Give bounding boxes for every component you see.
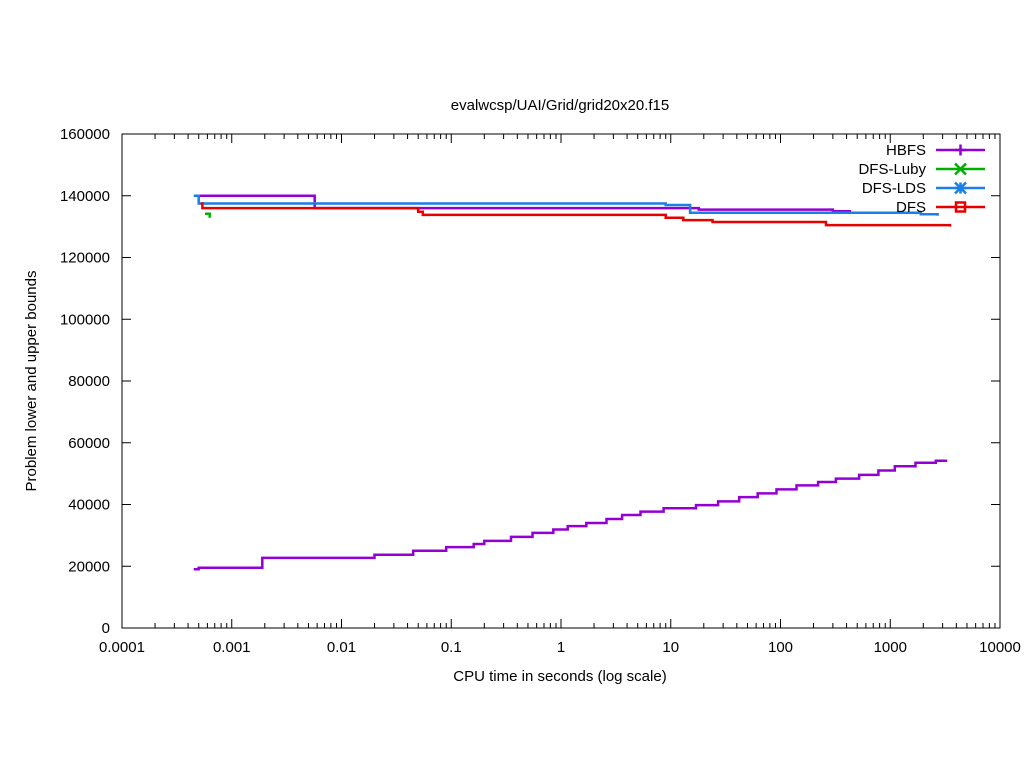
series-dfs-line [200, 202, 952, 227]
x-tick-label: 100 [768, 639, 793, 656]
series-hbfs-upper-line [198, 194, 852, 213]
legend-label: HBFS [886, 142, 926, 159]
y-tick-label: 140000 [60, 188, 110, 205]
y-tick-label: 120000 [60, 250, 110, 267]
series-dfs-lds-line [193, 194, 939, 216]
y-axis-label: Problem lower and upper bounds [23, 271, 40, 492]
y-tick-label: 40000 [68, 497, 110, 514]
y-tick-label: 80000 [68, 373, 110, 390]
legend-entry-hbfs: HBFS [886, 142, 985, 159]
series-dfs-luby-line [205, 212, 211, 218]
legend-entry-dfs: DFS [896, 199, 985, 216]
y-tick-label: 160000 [60, 126, 110, 143]
x-axis: 0.0001 0.001 0.01 0.1 1 10 100 1000 10000 [99, 134, 1021, 656]
chart-title: evalwcsp/UAI/Grid/grid20x20.f15 [451, 97, 669, 114]
x-axis-label: CPU time in seconds (log scale) [453, 668, 666, 685]
x-tick-label: 10000 [979, 639, 1021, 656]
y-tick-label: 20000 [68, 558, 110, 575]
legend-marker [954, 181, 967, 195]
legend-entry-dfs-luby: DFS-Luby [858, 161, 985, 178]
x-tick-label: 0.001 [213, 639, 251, 656]
x-tick-label: 0.0001 [99, 639, 145, 656]
legend-marker [954, 162, 967, 176]
legend-marker [955, 144, 966, 156]
y-axis: 0 20000 40000 60000 80000 100000 120000 140000 1… [60, 126, 1000, 637]
x-tick-label: 10 [662, 639, 679, 656]
legend-label: DFS [896, 199, 926, 216]
y-tick-label: 60000 [68, 435, 110, 452]
y-tick-label: 100000 [60, 311, 110, 328]
x-tick-label: 0.01 [327, 639, 356, 656]
legend-entry-dfs-lds: DFS-LDS [862, 180, 985, 197]
series-hbfs-lower-line [193, 459, 948, 571]
legend-label: DFS-Luby [858, 161, 926, 178]
legend: HBFS DFS-Luby DFS-LDS DFS [858, 142, 985, 216]
series-layer [193, 194, 952, 571]
legend-label: DFS-LDS [862, 180, 926, 197]
y-tick-label: 0 [102, 620, 110, 637]
x-tick-label: 1000 [874, 639, 907, 656]
legend-marker [954, 201, 967, 213]
x-tick-label: 1 [557, 639, 565, 656]
x-tick-label: 0.1 [441, 639, 462, 656]
